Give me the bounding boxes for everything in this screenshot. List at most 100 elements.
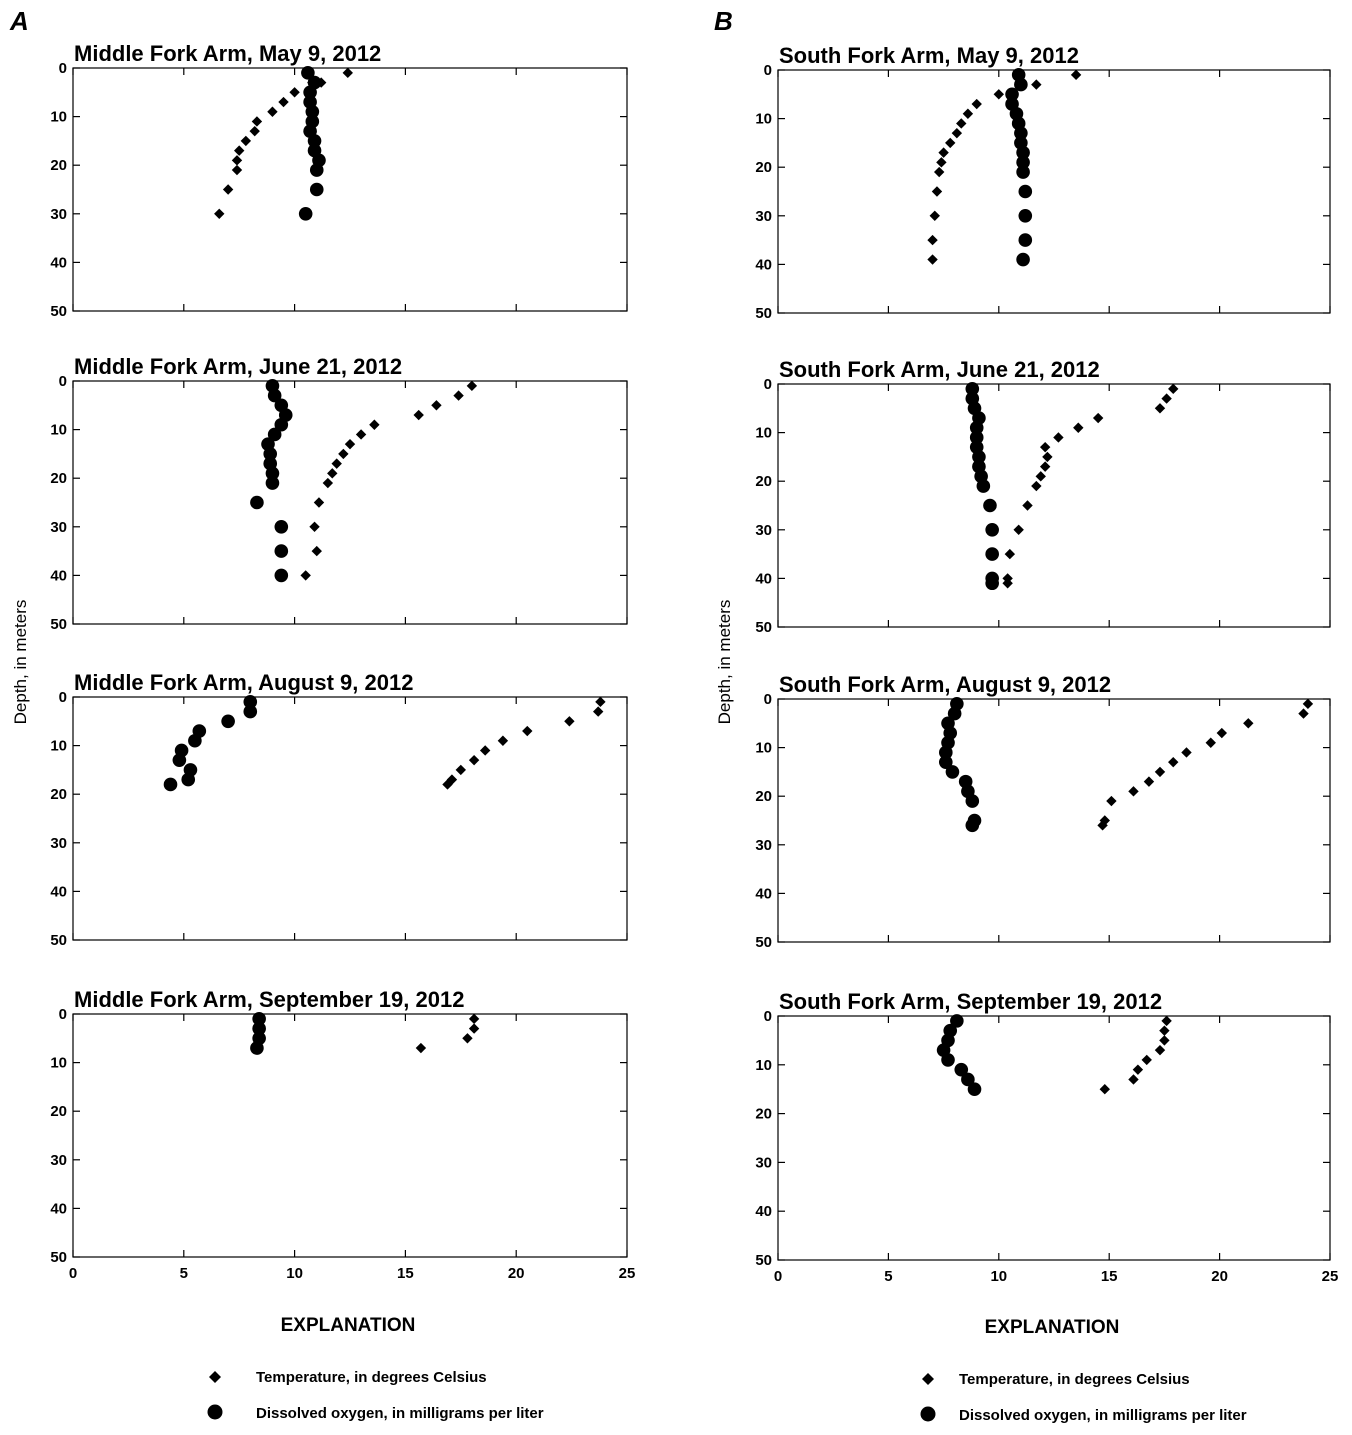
chart-2: Middle Fork Arm, June 21, 2012 0 10 20 30 40 5… [50, 354, 628, 633]
y-tick-label: 0 [59, 1006, 67, 1023]
oxygen-point [303, 85, 317, 100]
oxygen-point [1014, 77, 1028, 92]
temperature-point [342, 67, 353, 79]
temperature-point [1106, 795, 1117, 807]
oxygen-point [243, 695, 258, 709]
oxygen-point [961, 1072, 975, 1087]
y-tick-label: 50 [755, 1252, 772, 1269]
chart-8: South Fork Arm, September 19, 2012 0 10 20 3… [755, 989, 1338, 1285]
temperature-point [453, 390, 464, 401]
legend-circle-marker-b [920, 1406, 936, 1422]
legend-a: EXPLANATION Temperature, in degrees Cels… [207, 1315, 544, 1422]
chart-1: Middle Fork Arm, May 9, 2012 0 10 20 30 40 50 [50, 41, 628, 320]
y-axis-label-b: Depth, in meters [715, 600, 734, 725]
oxygen-point [252, 1012, 266, 1026]
y-tick-label: 40 [50, 567, 67, 584]
oxygen-point [1016, 145, 1030, 160]
temperature-point [1159, 1035, 1170, 1046]
oxygen-point [243, 704, 258, 719]
oxygen-point [985, 576, 999, 591]
temperature-point [1161, 393, 1172, 404]
y-tick-label: 40 [50, 254, 67, 271]
temperature-point [311, 545, 322, 557]
y-tick-label: 50 [50, 303, 67, 320]
temperature-point [1022, 500, 1033, 511]
oxygen-point [945, 765, 960, 779]
y-tick-label: 50 [50, 932, 67, 949]
temperature-point [1073, 422, 1084, 433]
oxygen-point [274, 417, 289, 432]
legend-diamond-marker-a [209, 1371, 221, 1383]
y-tick-label: 20 [755, 473, 772, 490]
chart-title: South Fork Arm, May 9, 2012 [779, 43, 1079, 68]
x-tick-label: 20 [508, 1265, 525, 1282]
temperature-point [945, 137, 956, 149]
temperature-point [936, 157, 947, 168]
temperature-point [240, 135, 252, 147]
oxygen-point [301, 66, 315, 80]
temperature-point [1181, 747, 1192, 758]
oxygen-point [267, 427, 282, 442]
oxygen-point [1018, 184, 1033, 199]
oxygen-point [1018, 209, 1033, 223]
temperature-point [267, 106, 278, 117]
temperature-point [1099, 815, 1110, 826]
y-tick-label: 30 [50, 1152, 67, 1169]
y-tick-label: 10 [755, 111, 772, 128]
charts-container: Middle Fork Arm, May 9, 201201020304050M… [50, 41, 1338, 1285]
temperature-point [1154, 1044, 1166, 1056]
y-tick-label: 0 [59, 689, 67, 706]
temperature-point [1092, 412, 1104, 424]
oxygen-point [1016, 165, 1030, 179]
legend-label-temperature-a: Temperature, in degrees Celsius [256, 1369, 487, 1386]
x-tick-label: 0 [774, 1268, 782, 1285]
oxygen-point [309, 163, 324, 177]
chart-title: South Fork Arm, August 9, 2012 [779, 672, 1111, 697]
panel-letter-b: B [714, 6, 733, 36]
temperature-point [1097, 820, 1108, 831]
oxygen-point [967, 1082, 982, 1096]
temperature-point [278, 96, 289, 108]
y-tick-label: 10 [755, 740, 772, 757]
plot-frame [72, 696, 628, 941]
y-tick-label: 50 [755, 305, 772, 322]
y-tick-label: 40 [755, 256, 772, 273]
chart-3: Middle Fork Arm, August 9, 2012 0 10 20 30 40… [50, 670, 628, 949]
temperature-point [1035, 471, 1046, 482]
oxygen-point [250, 1041, 264, 1055]
temperature-point [309, 521, 320, 532]
temperature-point [497, 735, 509, 746]
y-tick-label: 20 [755, 1106, 772, 1123]
oxygen-point [947, 706, 962, 721]
chart-title: Middle Fork Arm, August 9, 2012 [74, 670, 413, 695]
temperature-point [1099, 1084, 1110, 1095]
temperature-point [1042, 451, 1053, 463]
plot-frame [72, 380, 628, 625]
y-tick-label: 20 [50, 157, 67, 174]
oxygen-point [181, 772, 196, 787]
temperature-point [1070, 69, 1082, 81]
temperature-point [468, 754, 480, 766]
y-tick-label: 20 [755, 159, 772, 176]
temperature-point [289, 87, 300, 98]
oxygen-point [954, 1062, 969, 1077]
plot-frame [72, 1013, 628, 1258]
oxygen-point [976, 479, 991, 493]
y-tick-label: 50 [755, 934, 772, 951]
temperature-point [929, 210, 940, 221]
temperature-point [1128, 786, 1139, 797]
y-tick-label: 10 [50, 109, 67, 126]
y-tick-label: 30 [50, 519, 67, 536]
y-tick-label: 50 [50, 1249, 67, 1266]
temperature-point [1159, 1025, 1170, 1036]
y-tick-label: 0 [59, 60, 67, 77]
y-tick-label: 10 [50, 422, 67, 439]
temperature-point [993, 89, 1004, 100]
temperature-point [1128, 1074, 1139, 1085]
temperature-point [431, 400, 442, 411]
y-tick-label: 20 [755, 788, 772, 805]
oxygen-point [939, 755, 953, 769]
chart-title: Middle Fork Arm, June 21, 2012 [74, 354, 402, 379]
temperature-point [442, 779, 453, 790]
y-tick-label: 40 [755, 1203, 772, 1220]
